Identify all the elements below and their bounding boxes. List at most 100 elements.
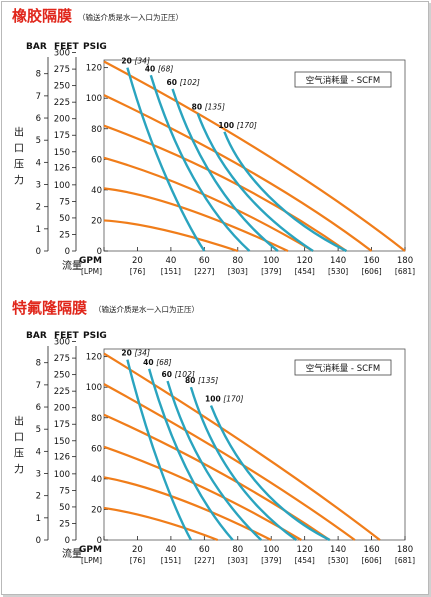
psig-tick-label: 40 [91, 186, 102, 196]
feet-tick-label: 175 [54, 131, 70, 141]
lpm-tick-label: [454] [295, 267, 315, 276]
legend-box [294, 359, 392, 376]
pressure-curve [103, 124, 348, 252]
air-curve-100 [223, 131, 348, 253]
chart-title: 特氟隆隔膜 [12, 299, 87, 317]
air-lpm-label: [170] [223, 395, 243, 404]
feet-tick-label: 100 [54, 181, 70, 191]
pressure-curve [103, 156, 314, 252]
x-axis-label: 流量 [62, 259, 82, 272]
gpm-tick-label: 160 [363, 256, 379, 266]
air-curve-80 [196, 113, 314, 253]
psig-tick-label: 20 [91, 505, 102, 515]
bar-unit-label: BAR [26, 331, 47, 341]
air-scfm-label: 40 [143, 358, 156, 367]
lpm-tick-label: [151] [161, 556, 181, 565]
feet-tick-label: 50 [59, 503, 70, 513]
y-axis-label: 出口压力 [14, 415, 24, 476]
gpm-tick-label: 80 [232, 256, 243, 266]
air-scfm-label: 80 [192, 102, 205, 111]
psig-unit-label: PSIG [83, 42, 107, 52]
x-axis-label: 流量 [62, 547, 82, 560]
lpm-tick-label: [227] [194, 267, 214, 276]
air-scfm-label: 20 [121, 349, 134, 358]
lpm-tick-label: [681] [395, 267, 415, 276]
psig-tick-label: 0 [97, 247, 102, 257]
air-curve-label: 20 [34] [121, 57, 150, 66]
feet-tick-label: 225 [54, 387, 70, 397]
lpm-tick-label: [76] [130, 267, 145, 276]
air-lpm-label: [68] [156, 358, 171, 367]
psig-tick-label: 60 [91, 155, 102, 165]
air-lpm-label: [34] [134, 349, 149, 358]
air-curve-label: 60 [102] [167, 78, 200, 87]
lpm-tick-label: [303] [228, 267, 248, 276]
feet-tick-label: 300 [54, 338, 70, 348]
gpm-tick-label: 80 [232, 545, 243, 555]
air-curve-60 [171, 88, 279, 252]
y-axis-label-char: 压 [14, 448, 24, 460]
pressure-curve [103, 219, 239, 253]
psig-tick-label: 80 [91, 125, 102, 135]
pressure-curve [103, 94, 373, 252]
psig-tick-label: 0 [97, 536, 102, 546]
air-curve-label: 80 [135] [185, 376, 218, 385]
bar-tick-label: 7 [36, 92, 41, 102]
lpm-tick-label: [303] [228, 556, 248, 565]
y-axis-label-char: 口 [14, 144, 24, 155]
lpm-tick-label: [379] [261, 556, 281, 565]
feet-tick-label: 275 [54, 65, 70, 75]
psig-tick-label: 80 [91, 414, 102, 424]
air-curve-label: 100 [170] [205, 395, 244, 404]
bar-tick-label: 8 [36, 359, 41, 369]
gpm-tick-label: 40 [165, 545, 176, 555]
feet-tick-label: 225 [54, 98, 70, 108]
feet-unit-label: FEET [54, 331, 79, 341]
gpm-tick-label: 60 [199, 256, 210, 266]
pressure-curve [103, 506, 219, 542]
y-axis-label-char: 出 [14, 415, 24, 428]
air-curve-label: 80 [135] [192, 102, 225, 111]
feet-tick-label: 250 [54, 82, 70, 92]
psig-tick-label: 100 [86, 94, 102, 104]
lpm-tick-label: [530] [328, 267, 348, 276]
feet-tick-label: 126 [54, 164, 70, 174]
lpm-unit-label: [LPM] [81, 267, 102, 276]
bar-tick-label: 1 [36, 514, 41, 524]
legend-title: 空气消耗量 - SCFM [306, 363, 381, 374]
air-curve-20 [126, 359, 193, 541]
air-scfm-label: 20 [121, 57, 134, 66]
bar-tick-label: 4 [36, 447, 41, 457]
y-axis-label-char: 出 [14, 126, 24, 139]
air-curve-label: 60 [102] [162, 370, 195, 379]
chart-title: 橡胶隔膜 [12, 7, 72, 25]
bar-tick-label: 6 [36, 403, 41, 413]
y-axis-label-char: 力 [14, 463, 24, 476]
bar-tick-label: 2 [36, 492, 41, 502]
air-lpm-label: [170] [237, 121, 257, 130]
feet-tick-label: 300 [54, 49, 70, 59]
gpm-tick-label: 180 [397, 545, 413, 555]
feet-tick-label: 150 [54, 148, 70, 158]
y-axis-label: 出口压力 [14, 126, 24, 187]
pump-curve-chart-2: 特氟隆隔膜 （输送介质是水一入口为正压）BAR FEET PSIG0123456780… [12, 299, 415, 565]
gpm-unit-label: GPM [79, 545, 102, 555]
bar-tick-label: 3 [36, 470, 41, 480]
air-scfm-label: 100 [205, 395, 223, 404]
gpm-tick-label: 60 [199, 545, 210, 555]
feet-tick-label: 25 [59, 230, 70, 240]
legend-box [294, 71, 392, 88]
feet-tick-label: 75 [59, 197, 70, 207]
psig-tick-label: 40 [91, 475, 102, 485]
gpm-tick-label: 160 [363, 545, 379, 555]
feet-unit-label: FEET [54, 42, 79, 52]
feet-tick-label: 100 [54, 470, 70, 480]
pressure-curve [103, 187, 289, 252]
gpm-tick-label: 100 [263, 256, 279, 266]
air-curve-20 [126, 67, 206, 252]
feet-tick-label: 150 [54, 437, 70, 447]
air-lpm-label: [34] [134, 57, 149, 66]
air-scfm-label: 60 [167, 78, 180, 87]
